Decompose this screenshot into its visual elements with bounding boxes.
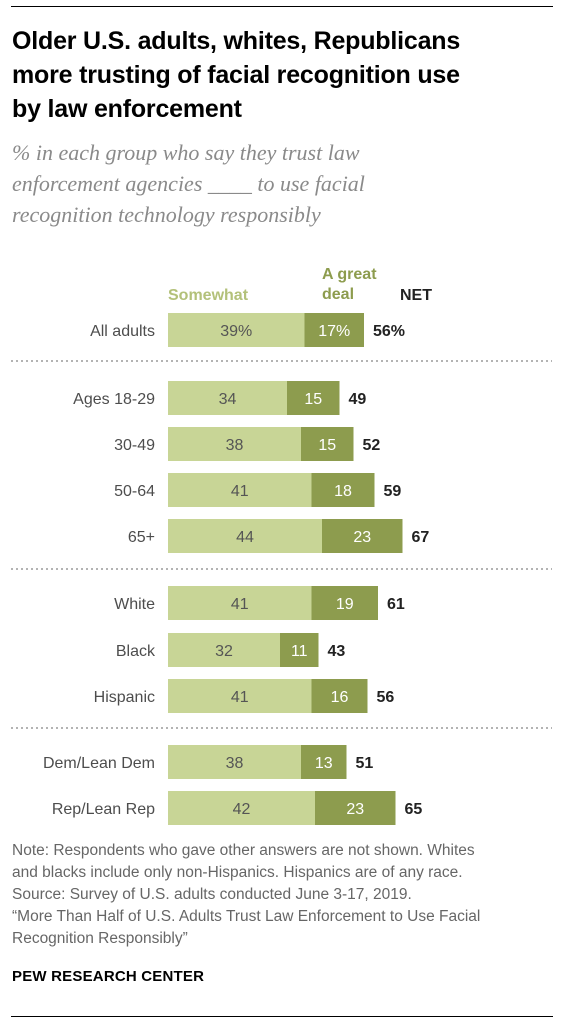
data-label-somewhat: 32 [215,643,233,660]
data-label-somewhat: 44 [236,529,254,546]
bar-great-deal [287,381,340,415]
category-label: White [114,596,155,613]
bar-somewhat [168,633,280,667]
bar-great-deal [304,313,364,347]
bar-somewhat [168,313,305,347]
data-label-somewhat: 41 [231,483,249,500]
category-label: Ages 18-29 [73,391,155,408]
report-title-line: Recognition Responsibly” [12,930,188,947]
bar-great-deal [311,586,378,620]
data-label-great-deal: 15 [318,437,336,454]
data-label-net: 59 [384,483,402,500]
brand-name: PEW RESEARCH CENTER [12,968,205,985]
data-label-great-deal: 13 [315,755,333,772]
bar-great-deal [280,633,319,667]
category-label: Hispanic [94,689,155,706]
legend-somewhat: Somewhat [168,287,249,304]
data-label-somewhat: 38 [226,755,244,772]
bottom-rule [11,1016,553,1017]
data-label-great-deal: 23 [346,801,364,818]
bar-somewhat [168,586,312,620]
bar-great-deal [311,679,368,713]
subtitle-line: recognition technology responsibly [12,202,321,227]
category-label: 30-49 [114,437,155,454]
data-label-great-deal: 15 [304,391,322,408]
subtitle-line: % in each group who say they trust law [12,140,360,165]
data-label-somewhat: 38 [226,437,244,454]
note-line: and blacks include only non-Hispanics. H… [12,864,463,881]
data-label-great-deal: 11 [291,643,308,660]
bar-somewhat [168,745,301,779]
bar-somewhat [168,519,322,553]
data-label-great-deal: 16 [331,689,349,706]
category-label: 50-64 [114,483,155,500]
title-line: by law enforcement [12,95,242,123]
bar-great-deal [301,745,347,779]
source-line: Source: Survey of U.S. adults conducted … [12,886,412,903]
bar-great-deal [311,473,375,507]
note-line: Note: Respondents who gave other answers… [12,842,475,859]
bar-great-deal [322,519,403,553]
legend-great-deal: A great deal [322,266,377,303]
category-label: Black [116,643,156,660]
data-label-great-deal: 18 [334,483,352,500]
data-label-net: 65 [405,801,423,818]
data-label-net: 67 [412,529,430,546]
notes: Note: Respondents who gave other answers… [12,840,557,950]
bar-somewhat [168,427,301,461]
data-label-net: 56 [377,689,395,706]
report-title-line: “More Than Half of U.S. Adults Trust Law… [12,908,481,925]
data-label-somewhat: 39% [220,323,252,340]
stacked-bar-chart: All adults 39% 17% 56% Ages 18-29 34 15 49 30-49… [11,313,552,825]
category-label: Dem/Lean Dem [43,755,155,772]
top-rule [11,6,553,7]
chart-title: Older U.S. adults, whites, Republicans m… [12,24,552,126]
subtitle-line: enforcement agencies ____ to use facial [12,171,365,196]
bar-great-deal [301,427,354,461]
data-label-net: 51 [356,755,374,772]
data-label-somewhat: 41 [231,596,249,613]
title-line: more trusting of facial recognition use [12,61,460,89]
chart-subtitle: % in each group who say they trust law e… [12,137,532,230]
data-label-somewhat: 42 [233,801,251,818]
bar-somewhat [168,791,315,825]
data-label-great-deal: 17% [318,323,350,340]
bar-great-deal [315,791,396,825]
category-label: Rep/Lean Rep [52,801,155,818]
category-label: All adults [90,323,155,340]
data-label-net: 52 [363,437,381,454]
category-label: 65+ [128,529,155,546]
data-label-net: 61 [387,596,405,613]
data-label-net: 49 [349,391,367,408]
title-line: Older U.S. adults, whites, Republicans [12,27,461,55]
data-label-net: 56% [373,323,405,340]
bar-somewhat [168,473,312,507]
legend-net: NET [400,287,432,304]
data-label-net: 43 [328,643,346,660]
data-label-great-deal: 23 [353,529,371,546]
bar-somewhat [168,679,312,713]
data-label-great-deal: 19 [336,596,354,613]
data-label-somewhat: 34 [219,391,237,408]
bar-somewhat [168,381,287,415]
data-label-somewhat: 41 [231,689,249,706]
